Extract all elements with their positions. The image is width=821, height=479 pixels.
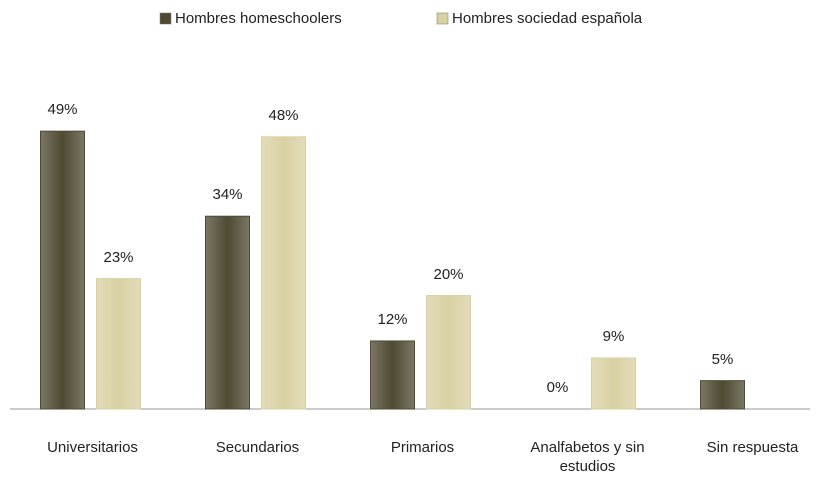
bar — [591, 357, 636, 410]
bar — [261, 136, 306, 410]
data-label: 23% — [103, 248, 134, 266]
bar — [205, 215, 250, 410]
data-label: 0% — [546, 379, 569, 396]
x-tick-label: Secundarios — [215, 439, 300, 456]
data-label: 34% — [212, 186, 243, 204]
data-label: 5% — [711, 350, 734, 368]
x-tick-label: Universitarios — [47, 439, 138, 456]
data-label: 9% — [602, 327, 625, 345]
data-label: 20% — [433, 265, 464, 283]
x-tick-label: Primarios — [390, 439, 455, 456]
bar — [96, 278, 141, 410]
legend-swatch — [159, 12, 172, 25]
legend-swatch — [436, 12, 449, 25]
bar — [426, 295, 471, 410]
data-label: 48% — [268, 106, 299, 124]
bar — [40, 130, 85, 410]
data-label: 49% — [47, 101, 78, 119]
bar — [370, 340, 415, 410]
x-tick-label: Analfabetos y sin estudios — [530, 439, 645, 475]
legend-label: Hombres homeschoolers — [175, 10, 342, 27]
legend-label: Hombres sociedad española — [452, 10, 643, 27]
data-label: 12% — [377, 310, 408, 328]
x-tick-label: Sin respuesta — [706, 439, 799, 456]
bar — [700, 380, 745, 410]
